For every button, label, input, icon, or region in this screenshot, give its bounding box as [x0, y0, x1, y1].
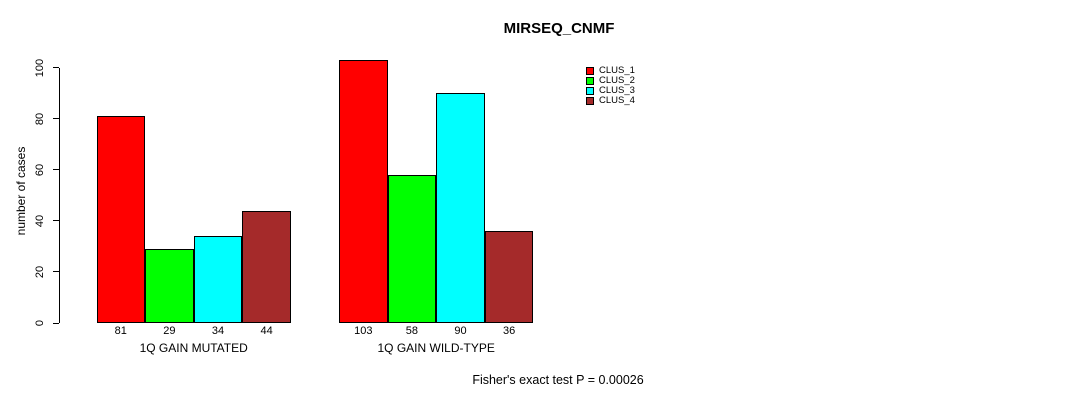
y-tick-label: 80 [34, 112, 46, 125]
legend-label: CLUS_1 [599, 65, 635, 76]
y-tick-mark [53, 271, 59, 273]
y-tick-label: 0 [34, 319, 46, 327]
y-tick-mark [53, 67, 59, 69]
legend-item: CLUS_3 [586, 86, 635, 96]
y-tick-mark [53, 169, 59, 171]
bar-clus_1-group2 [339, 60, 388, 323]
legend-swatch-clus_2 [586, 77, 594, 85]
bar-clus_2-group1 [145, 248, 194, 323]
bar-value-label: 81 [114, 325, 127, 337]
group-label: 1Q GAIN MUTATED [139, 341, 248, 355]
y-tick-mark [53, 220, 59, 222]
bar-clus_3-group2 [436, 93, 485, 323]
bar-value-label: 29 [163, 325, 176, 337]
group-label: 1Q GAIN WILD-TYPE [377, 341, 495, 355]
legend-label: CLUS_2 [599, 75, 635, 86]
legend-label: CLUS_4 [599, 95, 635, 106]
y-tick-mark [53, 118, 59, 120]
bar-clus_2-group2 [387, 174, 437, 323]
bar-value-label: 103 [354, 325, 373, 337]
bar-clus_1-group1 [96, 116, 146, 323]
fisher-test-annotation: Fisher's exact test P = 0.00026 [472, 373, 644, 387]
bar-value-label: 58 [405, 325, 419, 337]
legend-item: CLUS_4 [586, 96, 635, 106]
legend-swatch-clus_4 [586, 97, 594, 105]
legend-item: CLUS_1 [586, 66, 635, 76]
bar-value-label: 90 [454, 325, 467, 337]
legend-item: CLUS_2 [586, 76, 635, 86]
bar-clus_4-group2 [484, 231, 534, 323]
bar-value-label: 34 [211, 325, 225, 337]
chart-legend: CLUS_1 CLUS_2 CLUS_3 CLUS_4 [586, 66, 635, 106]
legend-swatch-clus_1 [586, 67, 594, 75]
bar-value-label: 44 [260, 325, 273, 337]
y-tick-label: 100 [34, 58, 46, 77]
y-tick-mark [53, 322, 59, 324]
y-tick-label: 40 [34, 214, 46, 228]
bar-clus_4-group1 [242, 210, 291, 323]
bar-clus_3-group1 [193, 236, 243, 323]
legend-swatch-clus_3 [586, 87, 594, 95]
y-axis-line [59, 67, 60, 323]
y-tick-label: 20 [34, 265, 46, 279]
legend-label: CLUS_3 [599, 85, 635, 96]
bar-value-label: 36 [502, 325, 516, 337]
y-tick-label: 60 [34, 163, 46, 176]
chart-title: MIRSEQ_CNMF [503, 20, 615, 37]
